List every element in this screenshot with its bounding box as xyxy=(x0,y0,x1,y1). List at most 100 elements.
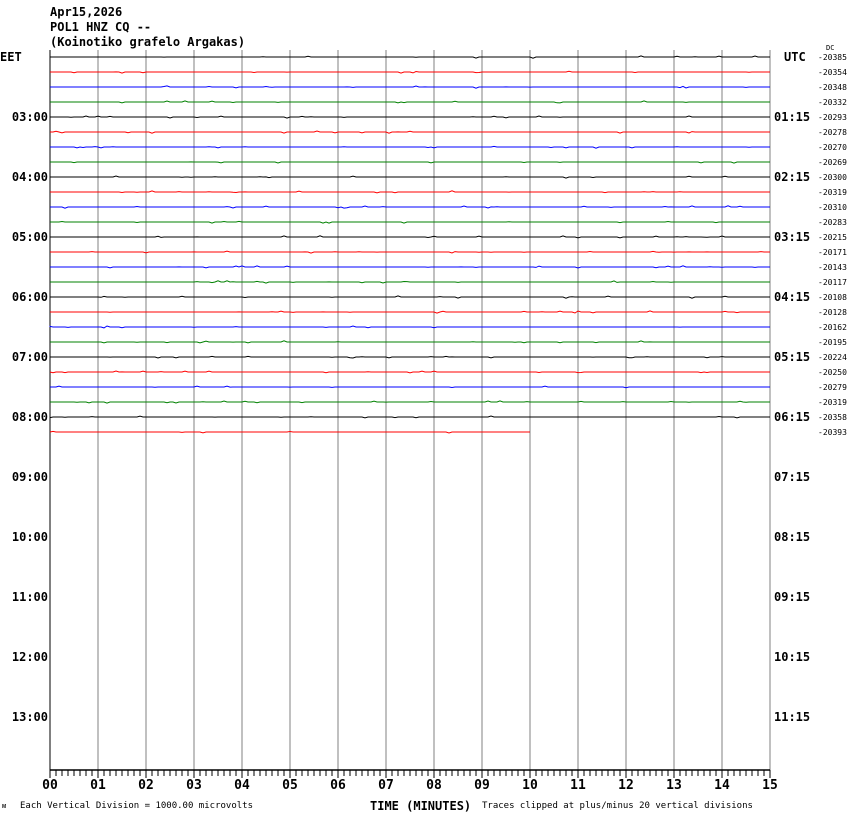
left-hour-label: 03:00 xyxy=(12,110,48,124)
seismic-trace xyxy=(50,280,770,284)
x-tick-label: 01 xyxy=(90,778,106,793)
x-tick-label: 11 xyxy=(570,778,586,793)
left-hour-label: 05:00 xyxy=(12,230,48,244)
seismic-trace xyxy=(50,145,770,149)
seismic-trace xyxy=(50,265,770,269)
dc-offset-label: -20162 xyxy=(818,323,847,332)
x-tick-label: 12 xyxy=(618,778,634,793)
seismic-trace xyxy=(50,175,770,179)
dc-offset-label: -20279 xyxy=(818,383,847,392)
seismic-trace xyxy=(49,430,530,434)
seismic-trace xyxy=(49,370,770,374)
dc-offset-label: -20358 xyxy=(818,413,847,422)
dc-offset-label: -20354 xyxy=(818,68,847,77)
dc-offset-label: -20332 xyxy=(818,98,847,107)
date-label: Apr15,2026 xyxy=(50,5,123,19)
seismic-trace xyxy=(50,340,770,344)
seismic-trace xyxy=(50,220,770,224)
x-axis-label: TIME (MINUTES) xyxy=(370,799,472,813)
dc-offset-label: -20270 xyxy=(818,143,847,152)
seismic-trace xyxy=(50,70,770,74)
x-tick-label: 15 xyxy=(762,778,778,793)
right-timezone-label: UTC xyxy=(784,50,806,64)
left-hour-label: 11:00 xyxy=(12,590,48,604)
dc-offset-label: -20215 xyxy=(818,233,847,242)
dc-offset-label: -20269 xyxy=(818,158,847,167)
right-hour-label: 11:15 xyxy=(774,710,810,724)
station-name: (Koinotiko grafelo Argakas) xyxy=(50,35,246,49)
seismic-trace xyxy=(50,100,770,104)
left-hour-label: 07:00 xyxy=(12,350,48,364)
x-tick-label: 14 xyxy=(714,778,730,793)
left-hour-label: 08:00 xyxy=(12,410,48,424)
right-hour-label: 01:15 xyxy=(774,110,810,124)
dc-offset-label: -20171 xyxy=(818,248,847,257)
dc-offset-label: -20143 xyxy=(818,263,847,272)
right-hour-label: 02:15 xyxy=(774,170,810,184)
seismic-trace xyxy=(50,295,770,299)
dc-offset-label: -20385 xyxy=(818,53,847,62)
x-tick-label: 07 xyxy=(378,778,394,793)
left-hour-label: 09:00 xyxy=(12,470,48,484)
seismic-trace xyxy=(49,325,770,329)
dc-label: DC xyxy=(826,44,834,52)
logo-mark: ᴍ xyxy=(2,802,7,810)
seismic-trace xyxy=(50,115,770,119)
dc-offset-label: -20319 xyxy=(818,188,847,197)
seismic-trace xyxy=(50,190,770,194)
seismic-trace xyxy=(50,130,770,134)
x-tick-label: 13 xyxy=(666,778,682,793)
x-tick-label: 02 xyxy=(138,778,154,793)
dc-offset-label: -20310 xyxy=(818,203,847,212)
x-tick-label: 05 xyxy=(282,778,298,793)
right-hour-label: 04:15 xyxy=(774,290,810,304)
dc-offset-label: -20393 xyxy=(818,428,847,437)
left-hour-label: 04:00 xyxy=(12,170,48,184)
right-hour-label: 05:15 xyxy=(774,350,810,364)
x-tick-label: 03 xyxy=(186,778,202,793)
seismic-trace xyxy=(50,250,770,254)
seismic-trace xyxy=(50,355,770,359)
dc-offset-label: -20319 xyxy=(818,398,847,407)
x-tick-label: 00 xyxy=(42,778,58,793)
seismic-trace xyxy=(50,55,770,59)
dc-offset-label: -20128 xyxy=(818,308,847,317)
seismic-trace xyxy=(49,415,770,419)
right-hour-label: 09:15 xyxy=(774,590,810,604)
seismic-trace xyxy=(50,400,770,404)
dc-offset-label: -20300 xyxy=(818,173,847,182)
right-hour-label: 07:15 xyxy=(774,470,810,484)
left-hour-label: 12:00 xyxy=(12,650,48,664)
left-hour-label: 10:00 xyxy=(12,530,48,544)
right-hour-label: 08:15 xyxy=(774,530,810,544)
seismic-trace xyxy=(50,235,770,239)
x-tick-label: 06 xyxy=(330,778,346,793)
dc-offset-label: -20195 xyxy=(818,338,847,347)
seismic-trace xyxy=(50,385,770,389)
x-tick-label: 09 xyxy=(474,778,490,793)
clip-note: Traces clipped at plus/minus 20 vertical… xyxy=(482,801,753,811)
seismic-trace xyxy=(50,205,770,209)
seismic-trace xyxy=(50,310,770,314)
dc-offset-label: -20293 xyxy=(818,113,847,122)
seismic-trace xyxy=(50,161,770,164)
right-hour-label: 06:15 xyxy=(774,410,810,424)
station-label: POL1 HNZ CQ -- xyxy=(50,20,152,34)
left-hour-label: 13:00 xyxy=(12,710,48,724)
dc-offset-label: -20283 xyxy=(818,218,847,227)
x-tick-label: 04 xyxy=(234,778,250,793)
seismic-trace xyxy=(50,85,770,89)
x-tick-label: 08 xyxy=(426,778,442,793)
x-tick-label: 10 xyxy=(522,778,538,793)
dc-offset-label: -20250 xyxy=(818,368,847,377)
left-hour-label: 06:00 xyxy=(12,290,48,304)
dc-offset-label: -20224 xyxy=(818,353,847,362)
dc-offset-label: -20348 xyxy=(818,83,847,92)
dc-offset-label: -20117 xyxy=(818,278,847,287)
left-timezone-label: EET xyxy=(0,50,22,64)
scale-note: Each Vertical Division = 1000.00 microvo… xyxy=(20,801,253,811)
dc-offset-label: -20278 xyxy=(818,128,847,137)
dc-offset-label: -20108 xyxy=(818,293,847,302)
right-hour-label: 03:15 xyxy=(774,230,810,244)
